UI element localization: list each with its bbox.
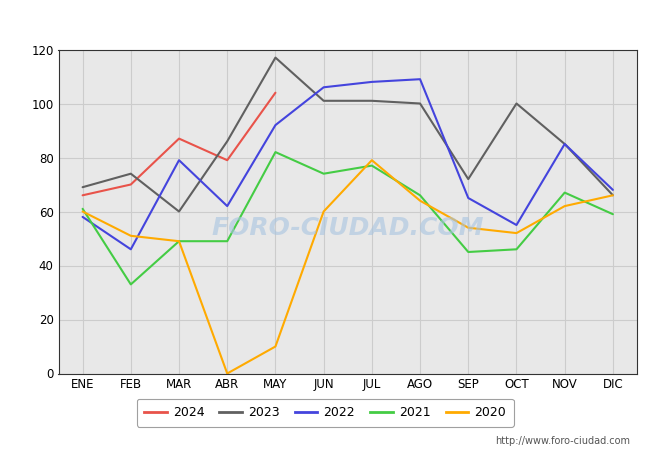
Legend: 2024, 2023, 2022, 2021, 2020: 2024, 2023, 2022, 2021, 2020 bbox=[136, 399, 514, 427]
Text: FORO-CIUDAD.COM: FORO-CIUDAD.COM bbox=[211, 216, 484, 240]
Text: http://www.foro-ciudad.com: http://www.foro-ciudad.com bbox=[495, 436, 630, 446]
Text: Matriculaciones de Vehiculos en Calp: Matriculaciones de Vehiculos en Calp bbox=[171, 11, 479, 29]
